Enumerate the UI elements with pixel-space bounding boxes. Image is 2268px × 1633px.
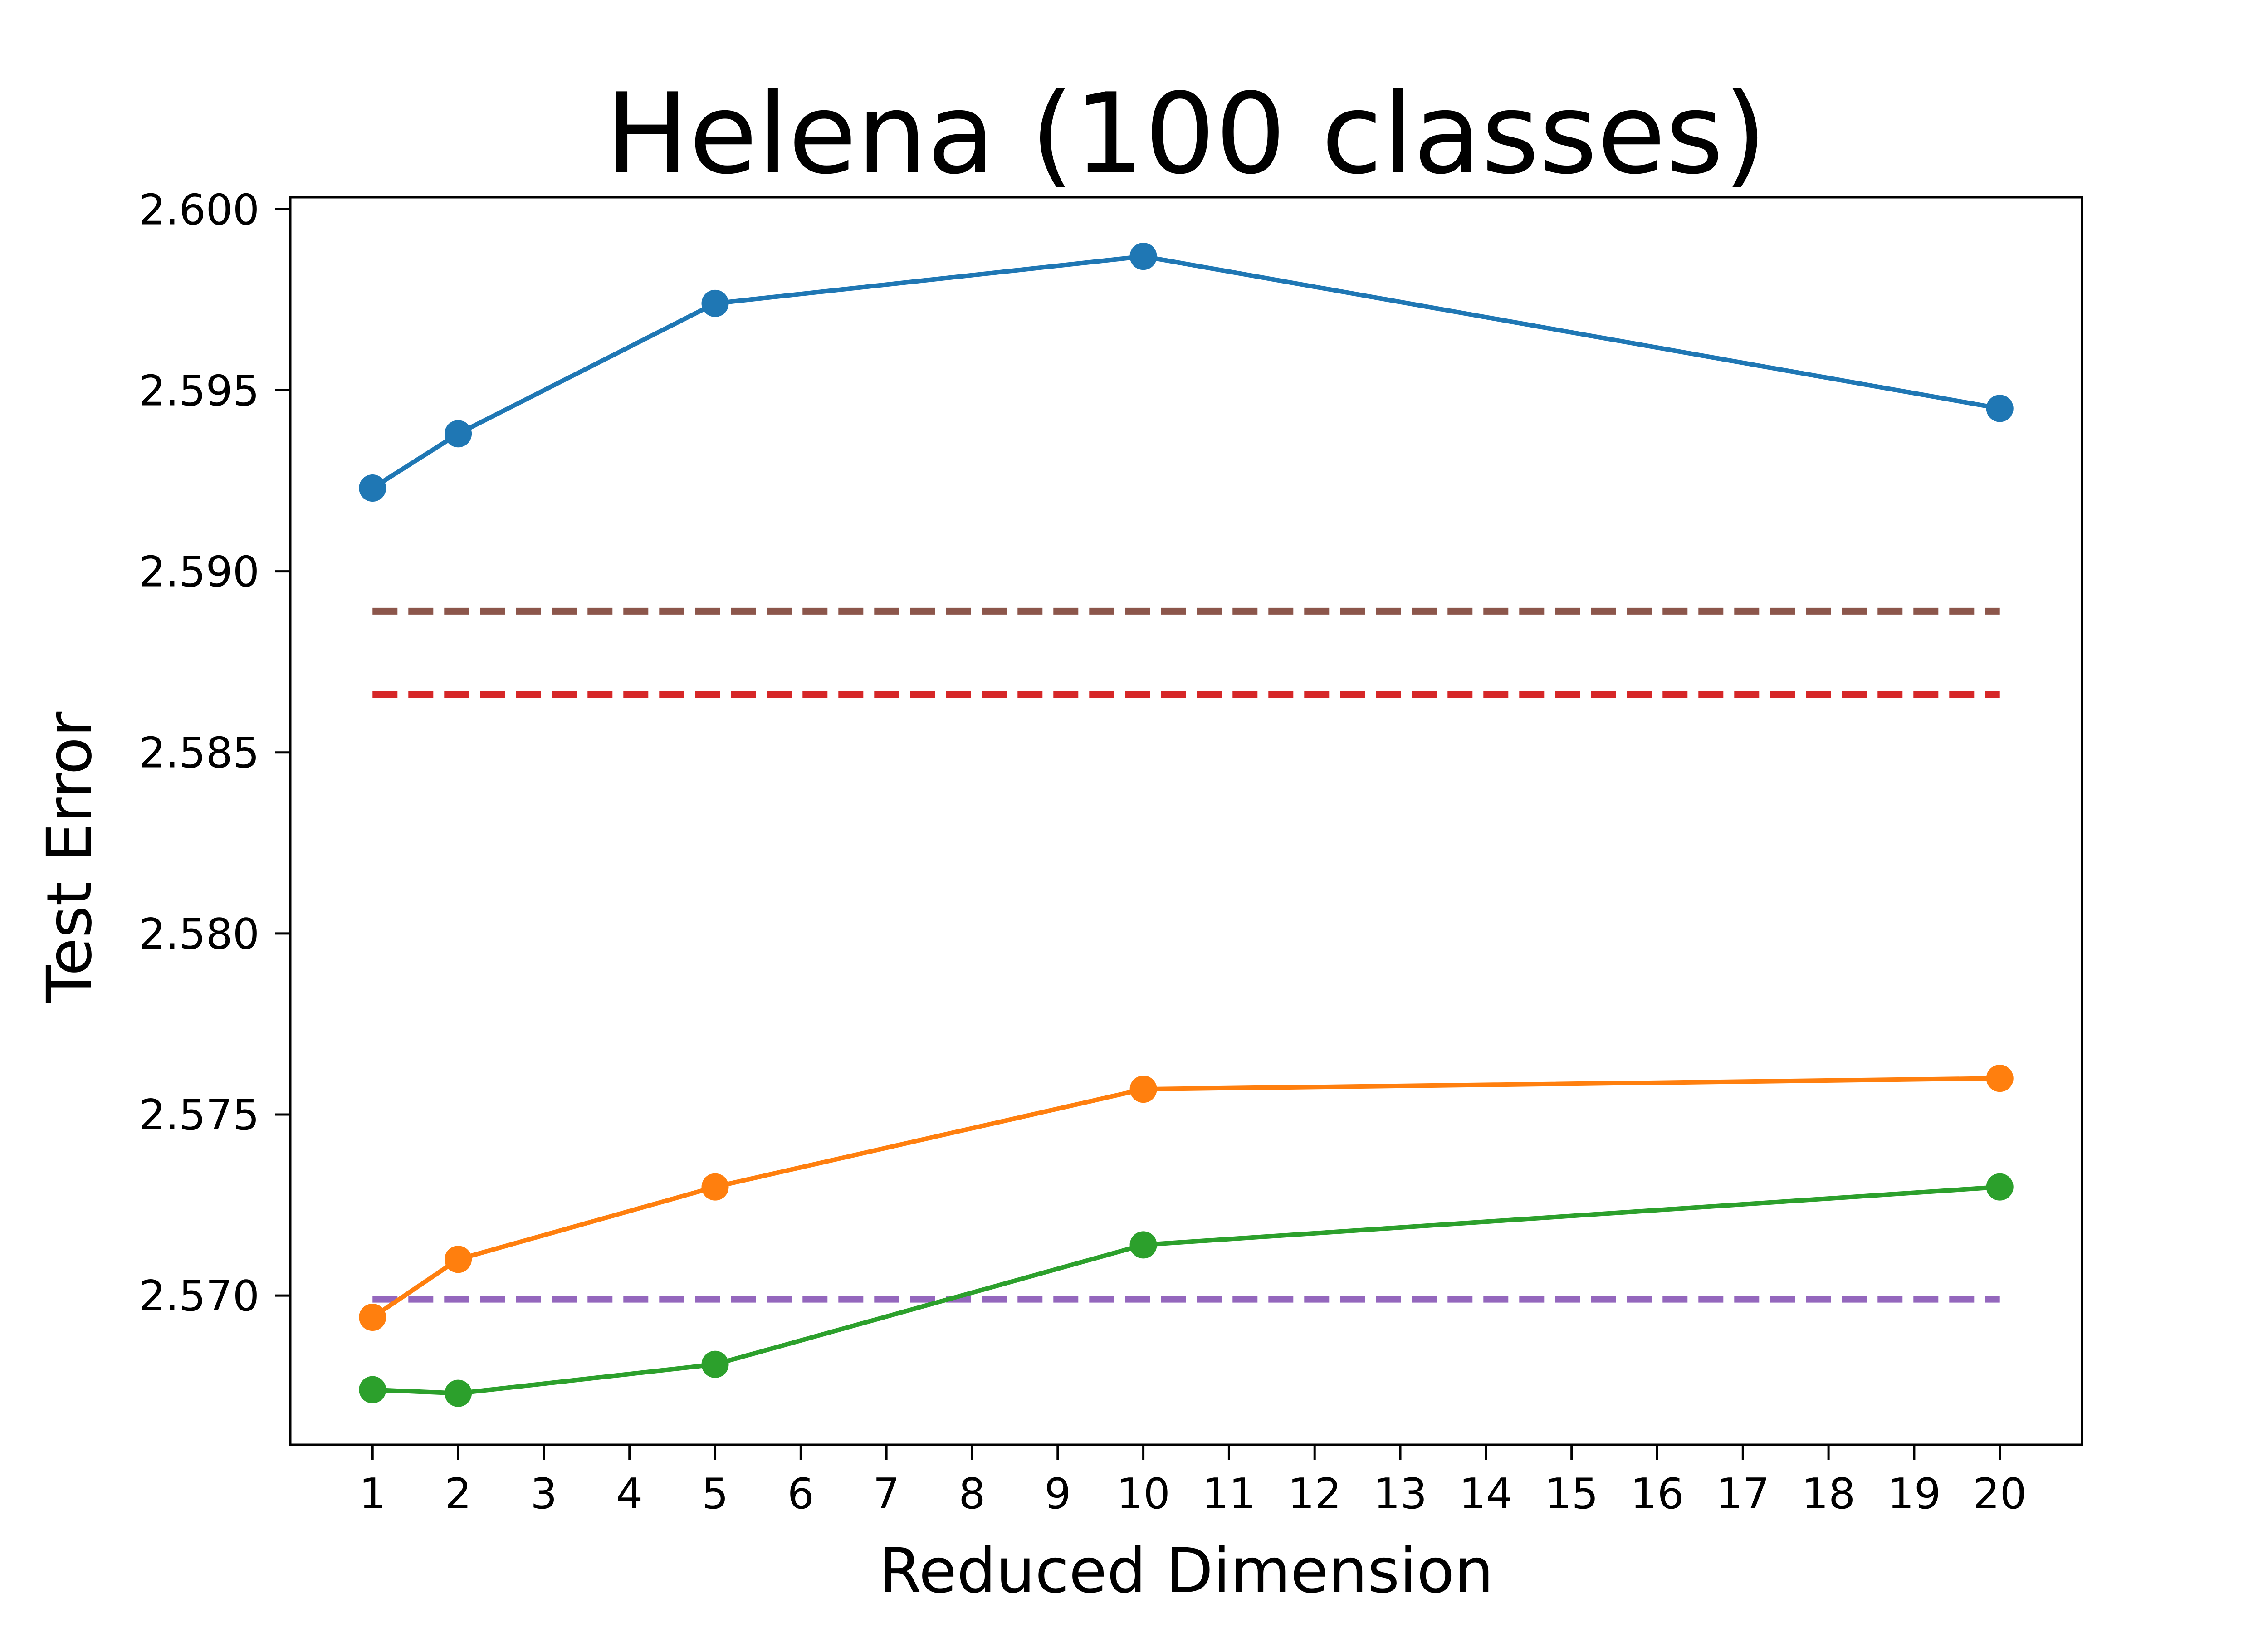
x-tick-label: 14 (1459, 1469, 1513, 1518)
x-tick-label: 3 (530, 1469, 557, 1518)
series-2-point (1986, 1065, 2014, 1092)
series-3-point (359, 1376, 386, 1403)
series-3-point (1129, 1231, 1157, 1259)
series-2-point (701, 1173, 729, 1201)
x-tick-label: 1 (359, 1469, 386, 1518)
y-tick-label: 2.575 (139, 1090, 259, 1139)
series-3-point (701, 1350, 729, 1378)
series-2-point (1129, 1076, 1157, 1103)
series-3-point (445, 1379, 472, 1407)
x-tick-label: 11 (1202, 1469, 1256, 1518)
x-tick-label: 9 (1044, 1469, 1071, 1518)
y-tick-label: 2.585 (139, 728, 259, 777)
x-tick-label: 20 (1973, 1469, 2027, 1518)
series-1-point (1129, 243, 1157, 270)
y-tick-label: 2.570 (139, 1271, 259, 1320)
axes-frame (289, 196, 2083, 1446)
series-3-point (1986, 1173, 2014, 1201)
x-tick-label: 5 (702, 1469, 728, 1518)
x-tick-label: 6 (787, 1469, 814, 1518)
series-1-point (445, 420, 472, 448)
x-tick-label: 8 (958, 1469, 985, 1518)
x-axis-label: Reduced Dimension (879, 1535, 1493, 1607)
chart-title: Helena (100 classes) (606, 69, 1767, 199)
y-tick-label: 2.600 (139, 185, 259, 234)
x-tick-label: 13 (1374, 1469, 1427, 1518)
x-tick-label: 19 (1887, 1469, 1941, 1518)
series-2-point (445, 1246, 472, 1273)
series-1-point (359, 474, 386, 502)
series-1-point (1986, 395, 2014, 422)
x-tick-label: 16 (1630, 1469, 1684, 1518)
y-axis-label: Test Error (34, 712, 106, 1004)
y-tick-label: 2.590 (139, 548, 259, 596)
x-tick-label: 10 (1116, 1469, 1170, 1518)
x-tick-label: 15 (1545, 1469, 1598, 1518)
plot-area: 1 2 3 4 5 6 7 8 9 10 11 12 13 14 15 16 17 18 19 202.5702.57… (139, 185, 2083, 1518)
series-1-point (701, 289, 729, 317)
y-tick-label: 2.580 (139, 909, 259, 958)
y-tick-label: 2.595 (139, 366, 259, 415)
x-tick-label: 7 (873, 1469, 900, 1518)
x-tick-label: 17 (1716, 1469, 1769, 1518)
x-tick-label: 12 (1288, 1469, 1341, 1518)
x-tick-label: 2 (445, 1469, 471, 1518)
series-2-point (359, 1304, 386, 1331)
x-tick-label: 18 (1802, 1469, 1855, 1518)
x-tick-label: 4 (616, 1469, 643, 1518)
